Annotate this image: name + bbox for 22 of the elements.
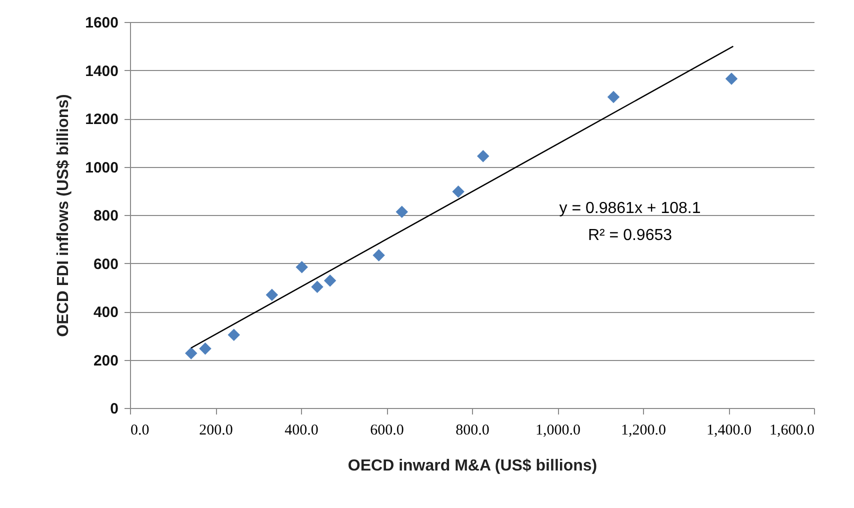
y-tick-label: 600 <box>93 256 118 273</box>
x-tick-label: 800.0 <box>456 422 490 438</box>
y-tick-label: 1600 <box>85 14 118 32</box>
y-tick-label: 400 <box>93 304 118 321</box>
y-tick-label: 800 <box>93 208 118 224</box>
y-tick-label: 0 <box>110 400 118 418</box>
x-tick-label: 200.0 <box>199 422 233 438</box>
x-tick-label: 1,200.0 <box>621 422 666 438</box>
x-tick-label: 0.0 <box>130 422 150 438</box>
x-tick-label: 1,600.0 <box>770 422 814 438</box>
x-tick-label: 600.0 <box>370 422 404 438</box>
y-tick-label: 1400 <box>85 62 118 80</box>
x-axis-title: OECD inward M&A (US$ billions) <box>348 458 598 474</box>
annotation: R² = 0.9653 <box>588 227 672 244</box>
annotation: y = 0.9861x + 108.1 <box>559 200 701 217</box>
y-tick-label: 200 <box>93 352 118 370</box>
y-tick-label: 1000 <box>85 159 118 176</box>
x-tick-label: 1,000.0 <box>536 422 580 438</box>
y-axis-title: OECD FDI inflows (US$ billions) <box>55 94 72 337</box>
x-tick-label: 1,400.0 <box>706 422 752 438</box>
y-tick-label: 1200 <box>85 111 118 128</box>
x-tick-label: 400.0 <box>284 422 318 438</box>
